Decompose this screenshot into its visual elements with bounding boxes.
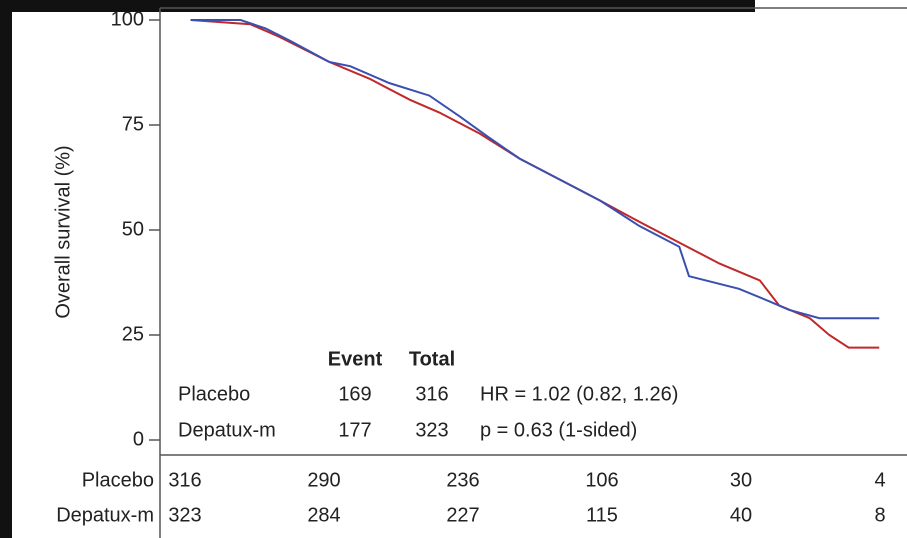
- risk-count: 284: [307, 504, 340, 526]
- risk-count: 4: [874, 469, 885, 491]
- annotation-value: 169: [338, 383, 371, 405]
- y-tick-label: 0: [133, 428, 144, 450]
- risk-count: 115: [586, 504, 618, 526]
- chart-background: [12, 0, 907, 538]
- annotation-header: Total: [409, 348, 455, 370]
- risk-count: 8: [874, 504, 885, 526]
- annotation-value: 323: [415, 419, 448, 441]
- y-tick-label: 25: [122, 323, 144, 345]
- risk-row-label: Depatux-m: [56, 504, 154, 526]
- risk-count: 316: [168, 469, 201, 491]
- annotation-value: 316: [415, 383, 448, 405]
- y-tick-label: 75: [122, 113, 144, 135]
- annotation-group: Depatux-m: [178, 419, 276, 441]
- annotation-stat: HR = 1.02 (0.82, 1.26): [480, 383, 678, 405]
- risk-count: 290: [307, 469, 340, 491]
- survival-curve: [190, 19, 880, 320]
- annotation-header: Event: [328, 348, 383, 370]
- risk-count: 106: [585, 469, 618, 491]
- annotation-group: Placebo: [178, 383, 250, 405]
- risk-count: 323: [168, 504, 201, 526]
- annotation-value: 177: [338, 419, 371, 441]
- y-tick-label: 50: [122, 218, 144, 240]
- annotation-stat: p = 0.63 (1-sided): [480, 419, 637, 441]
- y-axis-title: Overall survival (%): [52, 145, 74, 318]
- risk-count: 236: [446, 469, 479, 491]
- risk-count: 40: [730, 504, 752, 526]
- y-tick-label: 100: [111, 8, 144, 30]
- risk-count: 227: [446, 504, 479, 526]
- risk-row-label: Placebo: [82, 469, 154, 491]
- risk-count: 30: [730, 469, 752, 491]
